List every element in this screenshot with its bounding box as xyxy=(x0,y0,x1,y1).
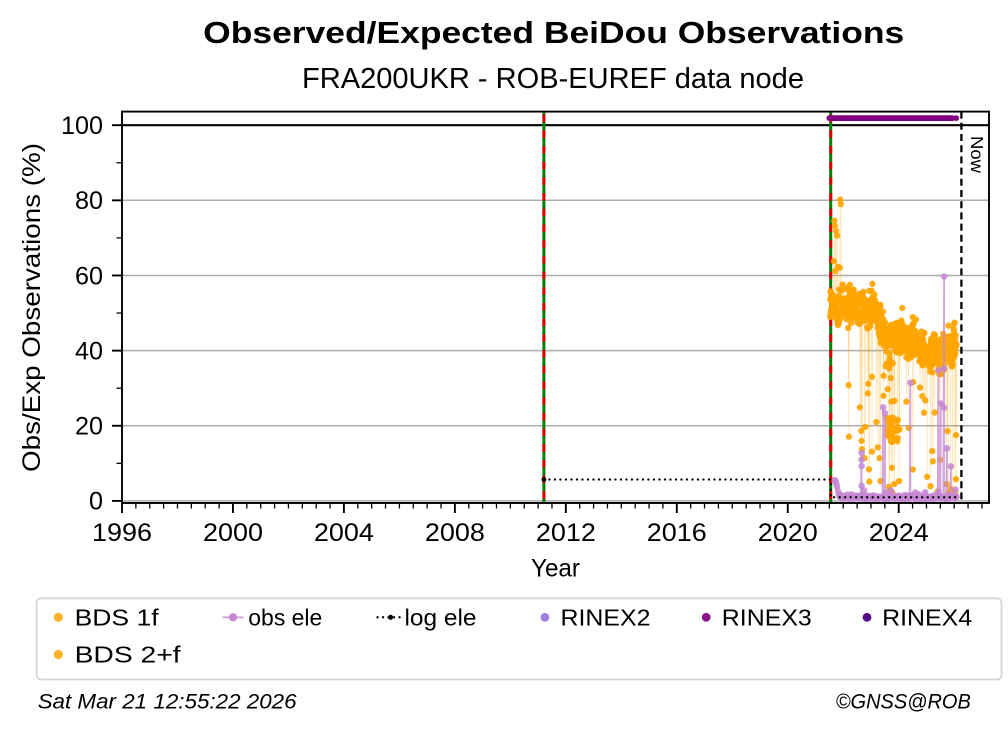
svg-text:2020: 2020 xyxy=(758,519,818,547)
svg-text:2024: 2024 xyxy=(869,519,929,547)
svg-text:log ele: log ele xyxy=(405,605,477,631)
svg-text:BDS 1f: BDS 1f xyxy=(75,605,160,631)
svg-text:Now: Now xyxy=(967,136,987,173)
svg-text:2012: 2012 xyxy=(536,519,596,547)
svg-text:RINEX4: RINEX4 xyxy=(882,605,972,631)
svg-text:60: 60 xyxy=(75,262,103,290)
svg-text:2016: 2016 xyxy=(647,519,707,547)
svg-text:obs ele: obs ele xyxy=(248,605,322,631)
svg-text:Obs/Exp Observations (%): Obs/Exp Observations (%) xyxy=(18,143,46,472)
svg-text:Sat Mar 21 12:55:22 2026: Sat Mar 21 12:55:22 2026 xyxy=(38,691,297,714)
svg-text:FRA200UKR - ROB-EUREF data nod: FRA200UKR - ROB-EUREF data node xyxy=(302,63,804,95)
svg-text:Year: Year xyxy=(531,555,580,583)
svg-text:0: 0 xyxy=(89,488,103,516)
svg-text:BDS 2+f: BDS 2+f xyxy=(75,642,182,668)
svg-text:80: 80 xyxy=(75,187,103,215)
svg-text:Observed/Expected BeiDou Obser: Observed/Expected BeiDou Observations xyxy=(203,15,904,50)
svg-text:2004: 2004 xyxy=(314,519,374,547)
svg-text:©GNSS@ROB: ©GNSS@ROB xyxy=(836,691,971,714)
svg-text:2008: 2008 xyxy=(425,519,485,547)
svg-text:20: 20 xyxy=(75,413,103,441)
svg-text:1996: 1996 xyxy=(92,519,152,547)
svg-text:RINEX3: RINEX3 xyxy=(722,605,812,631)
svg-text:40: 40 xyxy=(75,337,103,365)
svg-text:100: 100 xyxy=(61,112,103,140)
svg-text:RINEX2: RINEX2 xyxy=(561,605,651,631)
svg-text:2000: 2000 xyxy=(203,519,263,547)
